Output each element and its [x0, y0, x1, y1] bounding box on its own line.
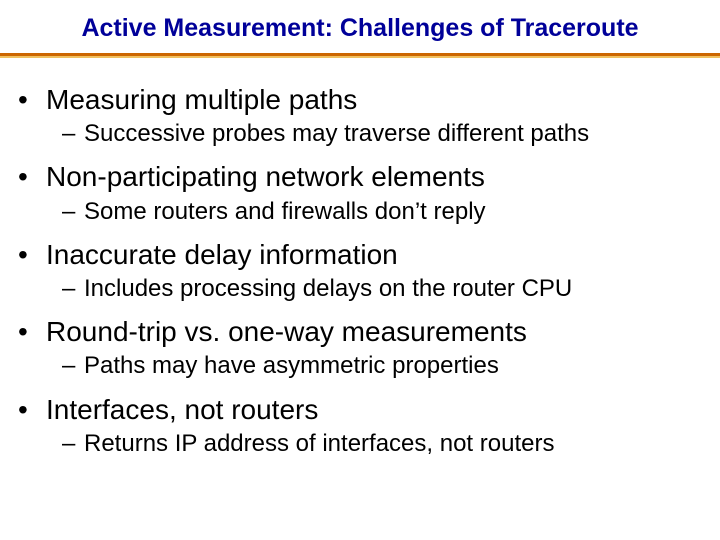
list-subitem: –Some routers and firewalls don’t reply — [62, 197, 702, 226]
slide-title: Active Measurement: Challenges of Tracer… — [0, 0, 720, 53]
list-item-text: Inaccurate delay information — [46, 239, 398, 270]
list-item: •Inaccurate delay information — [18, 238, 702, 272]
slide: Active Measurement: Challenges of Tracer… — [0, 0, 720, 540]
title-rule — [0, 53, 720, 59]
list-item: •Interfaces, not routers — [18, 393, 702, 427]
list-subitem-text: Returns IP address of interfaces, not ro… — [84, 430, 554, 457]
bullet-icon: • — [18, 393, 46, 427]
list-subitem-text: Successive probes may traverse different… — [84, 120, 589, 147]
rule-shadow — [0, 56, 720, 58]
list-item: •Measuring multiple paths — [18, 83, 702, 117]
dash-icon: – — [62, 197, 84, 226]
dash-icon: – — [62, 429, 84, 458]
list-subitem: –Successive probes may traverse differen… — [62, 119, 702, 148]
dash-icon: – — [62, 274, 84, 303]
slide-content: •Measuring multiple paths –Successive pr… — [0, 59, 720, 458]
list-subitem: –Includes processing delays on the route… — [62, 274, 702, 303]
list-subitem-text: Includes processing delays on the router… — [84, 275, 572, 302]
list-subitem: –Returns IP address of interfaces, not r… — [62, 429, 702, 458]
list-item: •Round-trip vs. one-way measurements — [18, 315, 702, 349]
list-item-text: Measuring multiple paths — [46, 84, 357, 115]
list-item: •Non-participating network elements — [18, 160, 702, 194]
list-item-text: Non-participating network elements — [46, 161, 485, 192]
list-item-text: Interfaces, not routers — [46, 394, 318, 425]
list-item-text: Round-trip vs. one-way measurements — [46, 316, 527, 347]
bullet-icon: • — [18, 315, 46, 349]
bullet-icon: • — [18, 160, 46, 194]
list-subitem-text: Some routers and firewalls don’t reply — [84, 198, 486, 225]
list-subitem-text: Paths may have asymmetric properties — [84, 352, 499, 379]
dash-icon: – — [62, 351, 84, 380]
dash-icon: – — [62, 119, 84, 148]
bullet-icon: • — [18, 238, 46, 272]
bullet-icon: • — [18, 83, 46, 117]
list-subitem: –Paths may have asymmetric properties — [62, 351, 702, 380]
